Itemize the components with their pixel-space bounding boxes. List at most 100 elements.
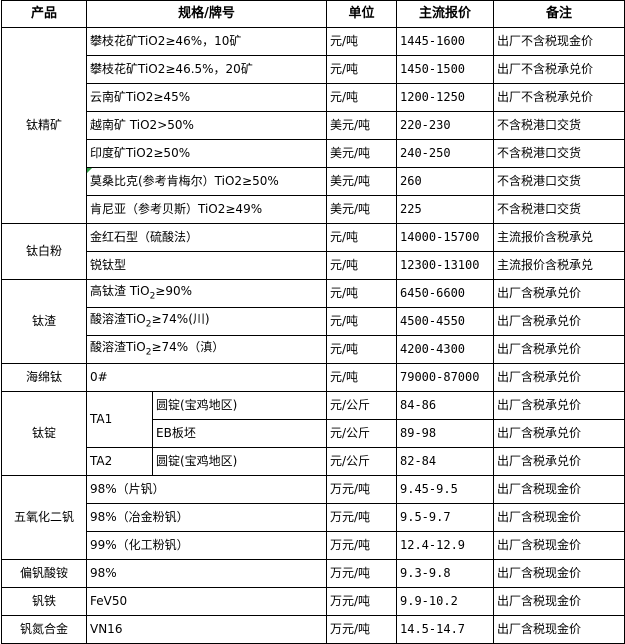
unit-cell: 元/吨 [326,223,397,252]
price-cell: 14.5-14.7 [396,615,494,644]
spec-text: 肯尼亚（参考贝斯）TiO2≥49% [90,201,263,216]
unit-cell: 万元/吨 [326,531,397,560]
unit-cell: 元/吨 [326,335,397,364]
spec-cell: 云南矿TiO2≥45% [86,83,327,112]
table-row: 五氧化二钒 98%（片钒） 万元/吨 9.45-9.5 出厂含税现金价 [1,475,625,560]
spec-cell: 98% [86,559,327,588]
remark-cell: 出厂含税现金价 [493,503,625,532]
unit-cell: 元/公斤 [326,391,397,420]
spec-text: 攀枝花矿TiO2≥46%，10矿 [90,33,242,48]
remark-cell: 出厂含税承兑价 [493,363,625,392]
spec-text: 圆锭(宝鸡地区) [156,397,238,412]
spec-cell: 肯尼亚（参考贝斯）TiO2≥49% [86,195,327,224]
spec-cell: 99%（化工粉钒） [86,531,327,560]
unit-cell: 美元/吨 [326,139,397,168]
header-price: 主流报价 [396,0,494,28]
remark-cell: 不含税港口交货 [493,111,625,140]
table-row: 云南矿TiO2≥45% 元/吨 1200-1250 出厂不含税承兑价 [2,83,625,112]
price-cell: 1450-1500 [396,55,494,84]
header-row: 产品 规格/牌号 单位 主流报价 备注 [1,0,625,28]
cell-comment-flag-icon [87,168,92,173]
header-unit: 单位 [326,0,397,28]
price-cell: 9.5-9.7 [396,503,494,532]
spec-text: 98% [90,565,117,580]
spec-text: VN16 [90,621,123,636]
spec-cell: EB板坯 [152,419,327,448]
unit-cell: 元/吨 [326,279,397,308]
unit-cell: 元/公斤 [326,447,397,476]
product-category-cell: 钛锭 [1,391,87,476]
spec-text: EB板坯 [156,425,196,440]
table-row: 攀枝花矿TiO2≥46.5%，20矿 元/吨 1450-1500 出厂不含税承兑价 [2,55,625,84]
unit-cell: 元/吨 [326,251,397,280]
unit-cell: 美元/吨 [326,195,397,224]
spec-cell: FeV50 [86,587,327,616]
spec-cell: 金红石型（硫酸法） [86,223,327,252]
header-product: 产品 [1,0,87,28]
price-cell: 4200-4300 [396,335,494,364]
table-row: 98%（冶金粉钒） 万元/吨 9.5-9.7 出厂含税现金价 [2,503,625,532]
table-body: 钛精矿 攀枝花矿TiO2≥46%，10矿 元/吨 1445-1600 出厂不含税现金价攀… [1,27,625,644]
remark-cell: 出厂含税承兑价 [493,419,625,448]
product-category-cell: 五氧化二钒 [1,475,87,560]
product-category-cell: 钛精矿 [1,27,87,224]
table-header: 产品 规格/牌号 单位 主流报价 备注 [1,0,625,28]
table-row: 钛精矿 攀枝花矿TiO2≥46%，10矿 元/吨 1445-1600 出厂不含税现金价 [1,27,625,224]
price-cell: 6450-6600 [396,279,494,308]
table-row: 钒铁 FeV50 万元/吨 9.9-10.2 出厂含税现金价 [1,587,625,616]
price-cell: 260 [396,167,494,196]
price-cell: 84-86 [396,391,494,420]
table-row: 钛锭 TA1 圆锭(宝鸡地区) 元/公斤 84-86 出厂含税承兑价 [1,391,625,476]
spec-cell: 酸溶渣TiO2≥74%(川) [86,307,327,336]
remark-cell: 出厂含税承兑价 [493,279,625,308]
table-row: 酸溶渣TiO2≥74%(川) 元/吨 4500-4550 出厂含税承兑价 [2,307,625,336]
remark-cell: 出厂含税现金价 [493,587,625,616]
price-cell: 79000-87000 [396,363,494,392]
spec-cell: 圆锭(宝鸡地区) [152,391,327,420]
unit-cell: 元/吨 [326,307,397,336]
remark-cell: 出厂不含税承兑价 [493,83,625,112]
unit-cell: 元/公斤 [326,419,397,448]
spec-cell: 高钛渣 TiO2≥90% [86,279,327,308]
price-cell: 220-230 [396,111,494,140]
price-cell: 14000-15700 [396,223,494,252]
price-cell: 225 [396,195,494,224]
table-row: 99%（化工粉钒） 万元/吨 12.4-12.9 出厂含税现金价 [2,531,625,560]
spec-cell: 攀枝花矿TiO2≥46%，10矿 [86,27,327,56]
spec-text: 莫桑比克(参考肯梅尔）TiO2≥50% [90,173,279,188]
remark-cell: 出厂含税现金价 [493,475,625,504]
unit-cell: 元/吨 [326,83,397,112]
table-row: 锐钛型 元/吨 12300-13100 主流报价含税承兑 [2,251,625,280]
spec-text: 锐钛型 [90,257,127,272]
table-row: 越南矿 TiO2>50% 美元/吨 220-230 不含税港口交货 [2,111,625,140]
product-category-cell: 钛白粉 [1,223,87,280]
spec-text: 印度矿TiO2≥50% [90,145,191,160]
product-category-cell: 钛渣 [1,279,87,364]
remark-cell: 出厂含税承兑价 [493,391,625,420]
grade-cell: TA2 [86,447,153,476]
spec-cell: 莫桑比克(参考肯梅尔）TiO2≥50% [86,167,327,196]
spec-cell: 98%（片钒） [86,475,327,504]
spec-cell: 98%（冶金粉钒） [86,503,327,532]
unit-cell: 万元/吨 [326,559,397,588]
price-cell: 9.3-9.8 [396,559,494,588]
price-cell: 9.9-10.2 [396,587,494,616]
remark-cell: 出厂不含税承兑价 [493,55,625,84]
table-row: 肯尼亚（参考贝斯）TiO2≥49% 美元/吨 225 不含税港口交货 [2,195,625,224]
unit-cell: 元/吨 [326,27,397,56]
spec-cell: 圆锭(宝鸡地区) [152,447,327,476]
price-cell: 1200-1250 [396,83,494,112]
spec-text: 云南矿TiO2≥45% [90,89,191,104]
table-row: TA2 圆锭(宝鸡地区) 元/公斤 82-84 出厂含税承兑价 [2,447,625,476]
remark-cell: 主流报价含税承兑 [493,223,625,252]
table-row: 钛白粉 金红石型（硫酸法） 元/吨 14000-15700 主流报价含税承兑 [1,223,625,280]
unit-cell: 元/吨 [326,55,397,84]
spec-text: 99%（化工粉钒） [90,537,189,552]
unit-cell: 元/吨 [326,363,397,392]
remark-cell: 主流报价含税承兑 [493,251,625,280]
price-cell: 12300-13100 [396,251,494,280]
spec-text: FeV50 [90,593,128,608]
unit-cell: 万元/吨 [326,503,397,532]
